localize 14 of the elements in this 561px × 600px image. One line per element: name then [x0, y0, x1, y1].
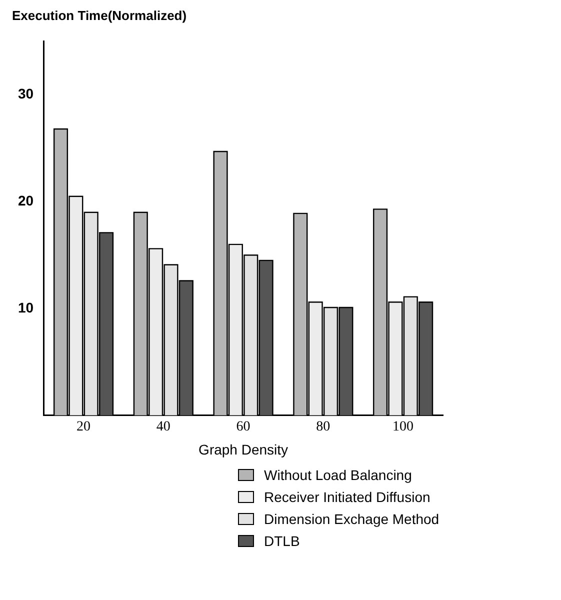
x-axis-title: Graph Density [198, 441, 288, 458]
y-axis-title: Execution Time(Normalized) [11, 8, 188, 23]
legend-label: Receiver Initiated Diffusion [264, 489, 430, 505]
y-tick-label: 30 [18, 86, 34, 102]
legend-label: Dimension Exchage Method [264, 511, 440, 527]
y-tick-label: 10 [18, 299, 34, 316]
legend-label: Without Load Balancing [264, 467, 412, 483]
x-tick-label: 20 [76, 419, 91, 434]
x-tick-label: 60 [236, 419, 250, 434]
legend-label: DTLB [264, 533, 300, 549]
x-tick-label: 100 [392, 419, 414, 434]
x-tick-label: 40 [156, 419, 170, 434]
x-tick-label: 80 [316, 419, 330, 434]
y-tick-label: 20 [18, 192, 34, 209]
